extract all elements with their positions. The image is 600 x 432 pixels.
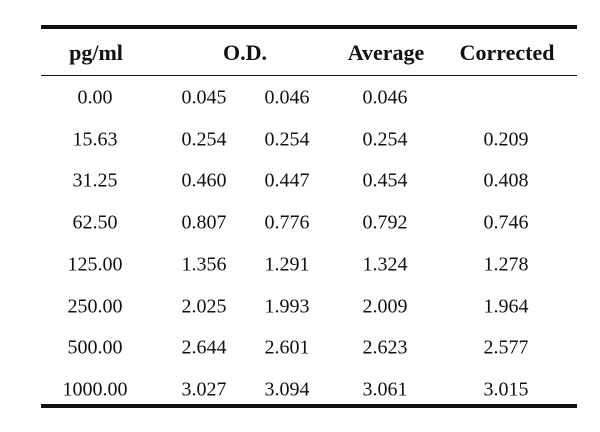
header-corrected: Corrected [459, 40, 555, 65]
header-average: Average [347, 40, 425, 65]
cell-average: 2.623 [362, 336, 408, 359]
cell-od1: 0.807 [181, 211, 227, 234]
top-rule [41, 25, 577, 29]
cell-average: 3.061 [362, 378, 408, 401]
cell-corrected: 0.209 [483, 128, 529, 151]
cell-average: 0.792 [362, 211, 408, 234]
cell-conc: 125.00 [67, 253, 123, 276]
cell-conc: 1000.00 [62, 378, 128, 401]
cell-conc: 15.63 [72, 128, 118, 151]
cell-od2: 3.094 [264, 378, 310, 401]
cell-od2: 0.046 [264, 86, 310, 109]
cell-conc: 250.00 [67, 295, 123, 317]
cell-od2: 1.291 [264, 253, 310, 276]
cell-od1: 1.356 [181, 253, 227, 276]
cell-od2: 1.993 [264, 295, 310, 317]
cell-corrected: 0.746 [483, 211, 529, 234]
header-rule [41, 75, 577, 76]
cell-average: 0.254 [362, 128, 408, 151]
header-conc: pg/ml [69, 40, 123, 65]
cell-conc: 62.50 [72, 211, 118, 234]
cell-conc: 31.25 [72, 169, 118, 192]
cell-od1: 2.025 [181, 295, 227, 317]
cell-od2: 0.254 [264, 128, 310, 151]
cell-corrected: 2.577 [483, 336, 529, 359]
cell-od1: 2.644 [181, 336, 227, 359]
cell-od1: 0.045 [181, 86, 227, 109]
cell-average: 1.324 [362, 253, 408, 276]
cell-corrected: 3.015 [483, 378, 529, 401]
cell-corrected: 0.408 [483, 169, 529, 192]
cell-average: 2.009 [362, 295, 408, 317]
bottom-rule [41, 404, 577, 408]
cell-average: 0.046 [362, 86, 408, 109]
header-od: O.D. [223, 40, 267, 65]
cell-average: 0.454 [362, 169, 408, 192]
cell-corrected: 1.278 [483, 253, 529, 276]
cell-conc: 500.00 [67, 336, 123, 359]
cell-od2: 2.601 [264, 336, 310, 359]
cell-corrected: 1.964 [483, 295, 529, 317]
cell-od2: 0.447 [264, 169, 310, 192]
cell-od1: 3.027 [181, 378, 227, 401]
cell-od2: 0.776 [264, 211, 310, 234]
cell-conc: 0.00 [77, 86, 113, 109]
cell-od1: 0.254 [181, 128, 227, 151]
cell-od1: 0.460 [181, 169, 227, 192]
